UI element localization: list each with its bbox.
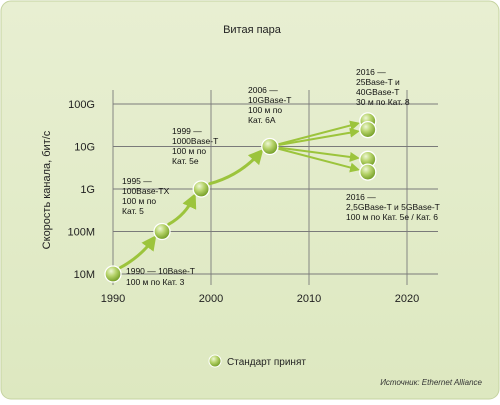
- x-tick-label-2010: 2010: [297, 293, 321, 305]
- x-tick-label-2000: 2000: [199, 293, 223, 305]
- y-tick-label-100G: 100G: [68, 99, 95, 111]
- annotation-6-line-3: 100 м по Кат. 5е / Кат. 6: [346, 212, 438, 222]
- annotation-6-line-1: 2016 —: [346, 192, 376, 202]
- legend: Стандарт принят: [208, 354, 306, 368]
- point-2006-10G: [261, 137, 279, 156]
- point-1995-100M: [153, 222, 171, 241]
- annotation-4-line-3: 100 м по: [248, 105, 282, 115]
- annotation-2: 1995 —100Base-TX 100 м по Кат. 5: [122, 176, 170, 216]
- x-tick-label-2020: 2020: [395, 293, 419, 305]
- point-2016-25G: [359, 120, 377, 139]
- y-axis-label: Скорость канала, бит/с: [41, 130, 53, 249]
- annotation-1: 1990 — 10Base-T 100 м по Кат. 3: [126, 266, 195, 287]
- annotation-3-line-1: 1999 —: [172, 126, 202, 136]
- arrow-2006-fanout-4: [278, 147, 361, 173]
- annotation-3-line-2: 1000Base-T: [172, 136, 218, 146]
- annotation-6: 2016 —2,5GBase-T и 5GBase-T 100 м по Кат.…: [346, 192, 440, 222]
- arrow-2006-fanout-3: [278, 146, 360, 162]
- arrow-2006-fanout-1: [278, 120, 361, 146]
- annotation-3: 1999 —1000Base-T 100 м по Кат. 5е: [172, 126, 218, 166]
- annotation-1-line-2: 100 м по Кат. 3: [126, 277, 185, 287]
- arrow-1995-1999: [167, 192, 197, 226]
- annotation-5-line-1: 2016 —: [356, 67, 386, 77]
- annotation-2-line-4: Кат. 5: [122, 206, 144, 216]
- x-tick-label-1990: 1990: [101, 293, 125, 305]
- annotation-1-line-1: 1990 — 10Base-T: [126, 266, 195, 276]
- points: [104, 112, 377, 283]
- legend-marker: [208, 354, 222, 368]
- annotation-4: 2006 —10GBase-T 100 м по Кат. 6А: [248, 85, 291, 125]
- annotation-5-line-3: 40GBase-T: [356, 87, 399, 97]
- point-1990-10M: [104, 265, 122, 283]
- chart-title: Витая пара: [223, 24, 282, 36]
- x-tick-labels: 1990 2000 2010 2020: [101, 293, 419, 305]
- arrow-1990-1995: [119, 235, 157, 269]
- y-tick-label-10M: 10M: [74, 269, 95, 281]
- source-note: Источник: Ethernet Alliance: [380, 378, 482, 387]
- y-tick-label-10G: 10G: [74, 142, 95, 154]
- annotation-4-line-1: 2006 —: [248, 85, 278, 95]
- point-1999-1G: [192, 180, 210, 198]
- y-tick-label-1G: 1G: [80, 184, 95, 196]
- arrow-2006-fanout-2: [278, 127, 360, 146]
- annotation-4-line-2: 10GBase-T: [248, 95, 291, 105]
- annotation-4-line-4: Кат. 6А: [248, 115, 276, 125]
- annotation-6-line-2: 2,5GBase-T и 5GBase-T: [346, 202, 440, 212]
- annotation-2-line-1: 1995 —: [122, 176, 152, 186]
- arrow-1999-2006: [208, 148, 264, 186]
- legend-label: Стандарт принят: [227, 357, 306, 368]
- y-tick-label-100M: 100M: [67, 227, 95, 239]
- y-tick-labels: 10M 100M 1G 10G 100G: [67, 99, 95, 281]
- annotation-5-line-4: 30 м по Кат. 8: [356, 97, 410, 107]
- annotation-3-line-3: 100 м по: [172, 146, 206, 156]
- annotations: 1990 — 10Base-T 100 м по Кат. 3 1995 —100B…: [122, 67, 440, 287]
- annotation-2-line-2: 100Base-TX: [122, 186, 170, 196]
- annotation-2-line-3: 100 м по: [122, 196, 156, 206]
- annotation-5: 2016 —25Base-T и 40GBase-T 30 м по Кат. 8: [356, 67, 410, 107]
- annotation-3-line-4: Кат. 5е: [172, 156, 199, 166]
- annotation-5-line-2: 25Base-T и: [356, 77, 400, 87]
- point-2016-2.5G: [359, 163, 377, 181]
- arrows: [119, 120, 361, 269]
